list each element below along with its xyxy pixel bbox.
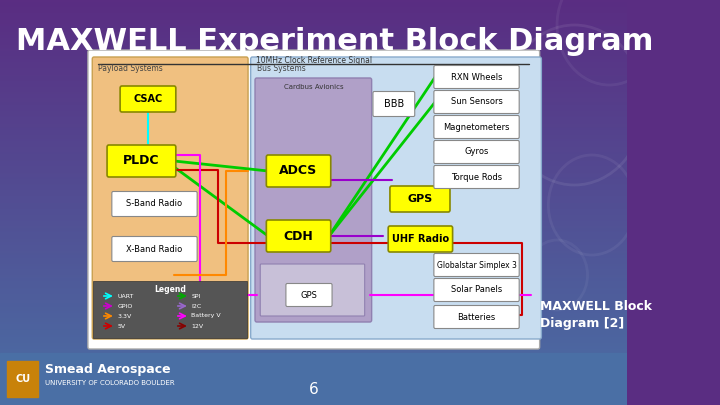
- Text: RXN Wheels: RXN Wheels: [451, 72, 503, 81]
- FancyBboxPatch shape: [251, 57, 541, 339]
- Text: Solar Panels: Solar Panels: [451, 286, 502, 294]
- FancyBboxPatch shape: [434, 115, 519, 139]
- Text: Sun Sensors: Sun Sensors: [451, 98, 503, 107]
- Text: Gyros: Gyros: [464, 147, 489, 156]
- FancyBboxPatch shape: [434, 66, 519, 89]
- FancyBboxPatch shape: [255, 78, 372, 322]
- Text: UHF Radio: UHF Radio: [392, 234, 449, 244]
- Text: GPS: GPS: [300, 290, 318, 300]
- Text: 10MHz Clock Reference Signal: 10MHz Clock Reference Signal: [256, 56, 372, 65]
- Text: PLDC: PLDC: [123, 154, 160, 168]
- FancyBboxPatch shape: [434, 279, 519, 301]
- Text: Legend: Legend: [154, 285, 186, 294]
- Text: CSAC: CSAC: [133, 94, 163, 104]
- Text: Cardbus Avionics: Cardbus Avionics: [284, 84, 343, 90]
- Text: I2C: I2C: [192, 303, 202, 309]
- FancyBboxPatch shape: [434, 305, 519, 328]
- FancyBboxPatch shape: [434, 254, 519, 277]
- FancyBboxPatch shape: [266, 155, 330, 187]
- FancyBboxPatch shape: [390, 186, 450, 212]
- Text: UNIVERSITY OF COLORADO BOULDER: UNIVERSITY OF COLORADO BOULDER: [45, 380, 175, 386]
- Text: Globalstar Simplex 3: Globalstar Simplex 3: [436, 260, 516, 269]
- FancyBboxPatch shape: [434, 141, 519, 164]
- Text: S-Band Radio: S-Band Radio: [127, 200, 183, 209]
- FancyBboxPatch shape: [373, 92, 415, 117]
- Text: Torque Rods: Torque Rods: [451, 173, 502, 181]
- FancyBboxPatch shape: [107, 145, 176, 177]
- Text: Bus Systems: Bus Systems: [257, 64, 305, 73]
- Text: 5V: 5V: [117, 324, 125, 328]
- FancyBboxPatch shape: [112, 237, 197, 262]
- Text: UART: UART: [117, 294, 134, 298]
- Text: CDH: CDH: [284, 230, 313, 243]
- Text: X-Band Radio: X-Band Radio: [127, 245, 183, 254]
- Text: MAXWELL Experiment Block Diagram: MAXWELL Experiment Block Diagram: [16, 27, 653, 56]
- Bar: [0, 353, 626, 405]
- Bar: [7, 361, 38, 397]
- FancyBboxPatch shape: [260, 264, 365, 316]
- Text: SPI: SPI: [192, 294, 201, 298]
- FancyBboxPatch shape: [266, 220, 330, 252]
- Text: Batteries: Batteries: [457, 313, 495, 322]
- Text: 12V: 12V: [192, 324, 204, 328]
- FancyBboxPatch shape: [88, 50, 539, 349]
- FancyBboxPatch shape: [286, 284, 332, 307]
- Text: GPS: GPS: [408, 194, 433, 204]
- FancyBboxPatch shape: [120, 86, 176, 112]
- Text: 6: 6: [308, 382, 318, 397]
- FancyBboxPatch shape: [434, 90, 519, 113]
- Text: Smead Aerospace: Smead Aerospace: [45, 362, 171, 375]
- Text: BBB: BBB: [384, 99, 404, 109]
- FancyBboxPatch shape: [112, 192, 197, 217]
- FancyBboxPatch shape: [388, 226, 453, 252]
- Text: CU: CU: [15, 374, 30, 384]
- Text: Payload Systems: Payload Systems: [99, 64, 163, 73]
- FancyBboxPatch shape: [93, 281, 247, 338]
- Text: MAXWELL Block
Diagram [2]: MAXWELL Block Diagram [2]: [539, 300, 652, 330]
- FancyBboxPatch shape: [434, 166, 519, 188]
- Text: Battery V: Battery V: [192, 313, 221, 318]
- Text: GPIO: GPIO: [117, 303, 133, 309]
- Text: Magnetometers: Magnetometers: [444, 122, 510, 132]
- Text: 3.3V: 3.3V: [117, 313, 132, 318]
- Text: ADCS: ADCS: [279, 164, 318, 177]
- FancyBboxPatch shape: [92, 57, 248, 339]
